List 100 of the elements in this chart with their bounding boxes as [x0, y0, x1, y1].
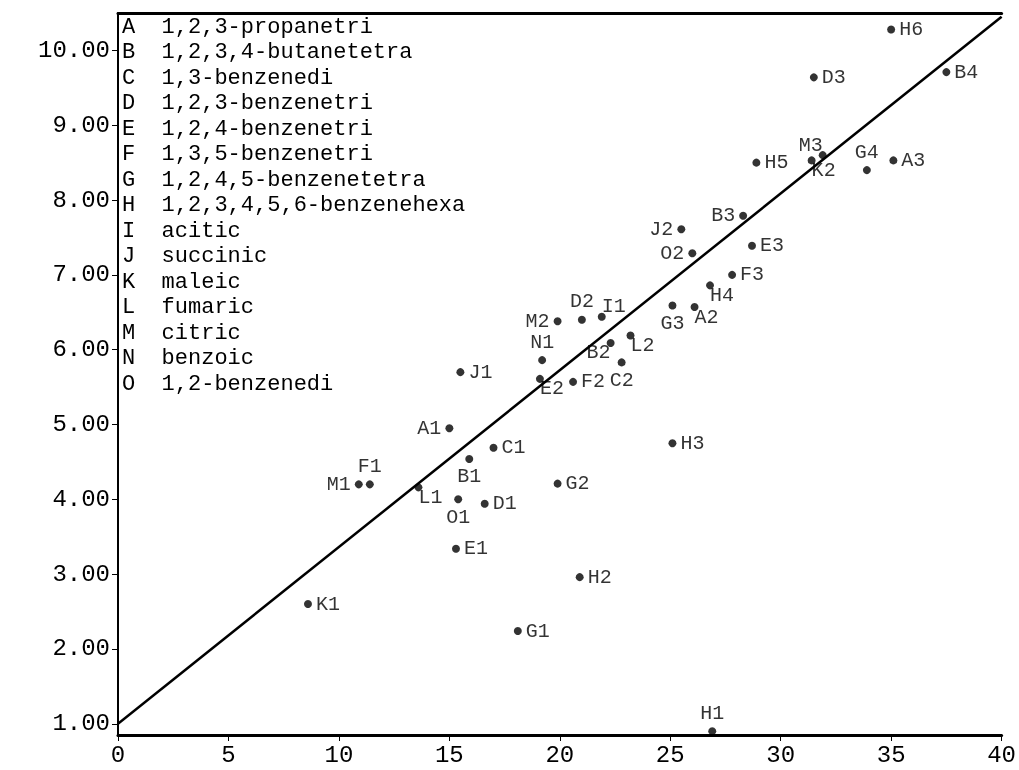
point [577, 315, 586, 324]
point [538, 356, 547, 365]
annotation: N benzoic [122, 346, 255, 371]
annotation: L fumaric [122, 295, 255, 320]
x-tick-label: 40 [987, 741, 1016, 769]
data-label: F2 [581, 370, 606, 394]
point [535, 374, 544, 383]
data-label: B3 [711, 204, 736, 228]
y-tick-label: 7.00 [52, 261, 110, 289]
point [606, 338, 615, 347]
x-tick-label: 20 [545, 741, 575, 769]
point [668, 439, 677, 448]
x-tick-label: 25 [655, 741, 685, 769]
data-label: C1 [501, 436, 526, 460]
y-tick-label: 3.00 [52, 560, 110, 588]
data-label: H2 [587, 565, 612, 589]
annotation: J succinic [122, 244, 268, 269]
data-label: K2 [811, 158, 836, 182]
point [569, 377, 578, 386]
point [809, 73, 818, 82]
annotation: G 1,2,4,5-benzenetetra [122, 167, 426, 193]
point [445, 424, 454, 433]
y-tick-label: 1.00 [52, 710, 110, 738]
data-label: E3 [759, 234, 784, 258]
y-tick-label: 6.00 [52, 336, 110, 364]
point [677, 225, 686, 234]
data-label: G2 [565, 472, 590, 496]
x-tick-label: 0 [110, 741, 126, 769]
point [456, 368, 465, 377]
point [889, 156, 898, 165]
point [597, 312, 606, 321]
y-tick-label: 8.00 [52, 186, 110, 214]
point [489, 443, 498, 452]
point [454, 495, 463, 504]
x-tick-label: 30 [766, 741, 796, 769]
y-tick-label: 5.00 [52, 411, 110, 438]
point [365, 480, 374, 489]
data-label: K1 [315, 592, 340, 616]
data-label: H4 [710, 283, 735, 307]
point [688, 249, 697, 258]
data-label: C2 [609, 368, 634, 392]
data-label: J2 [649, 217, 674, 241]
annotation: B 1,2,3,4-butanetetra [122, 40, 413, 65]
annotation: K maleic [122, 269, 241, 295]
data-label: B4 [954, 60, 979, 84]
annotation: I acitic [122, 218, 241, 244]
point [575, 573, 584, 582]
data-label: H5 [764, 151, 789, 175]
data-label: M2 [525, 309, 550, 333]
annotation: D 1,2,3-benzenetri [122, 91, 373, 116]
point [553, 479, 562, 488]
data-label: H1 [700, 701, 725, 725]
point [553, 317, 562, 326]
point [354, 480, 363, 489]
data-label: I1 [601, 295, 626, 319]
annotation: O 1,2-benzenedi [122, 371, 334, 397]
point [617, 358, 626, 367]
point [728, 270, 737, 279]
data-label: H3 [680, 431, 705, 455]
data-label: F1 [357, 454, 382, 478]
y-tick-label: 4.00 [52, 485, 110, 513]
data-label: E1 [463, 537, 488, 561]
annotation: E 1,2,4-benzenetri [122, 116, 373, 142]
y-tick-label: 10.00 [37, 36, 110, 64]
point [706, 281, 715, 290]
data-label: G3 [660, 312, 685, 336]
point [807, 156, 816, 165]
data-label: L1 [418, 485, 443, 509]
annotation: A 1,2,3-propanetri [122, 14, 373, 40]
point [513, 627, 522, 635]
data-label: N1 [530, 330, 555, 354]
data-label: F3 [740, 263, 765, 287]
x-tick-label: 15 [434, 741, 464, 769]
data-label: A3 [901, 148, 926, 172]
point [480, 499, 489, 508]
data-label: G1 [525, 619, 550, 643]
point [626, 331, 635, 340]
point [451, 544, 460, 553]
point [739, 211, 748, 220]
annotation: H 1,2,3,4,5,6-benzenehexa [122, 193, 466, 218]
point [862, 166, 871, 175]
data-label: J1 [468, 360, 493, 384]
data-label: A2 [694, 305, 719, 329]
point [465, 454, 474, 463]
annotation: M citric [122, 320, 241, 346]
x-tick-label: 35 [876, 741, 906, 769]
point [942, 68, 951, 77]
data-label: L2 [630, 333, 655, 357]
data-label: O2 [660, 241, 685, 265]
data-label: O1 [446, 505, 471, 529]
y-tick-label: 9.00 [52, 111, 110, 139]
annotation: C 1,3-benzenedi [122, 65, 334, 91]
data-label: D1 [492, 492, 517, 516]
data-label: A1 [417, 416, 442, 440]
point [752, 158, 761, 167]
y-tick-label: 2.00 [52, 635, 110, 663]
point [747, 241, 756, 250]
x-tick-label: 5 [221, 741, 236, 769]
point [668, 301, 677, 310]
data-label: M3 [798, 133, 823, 157]
